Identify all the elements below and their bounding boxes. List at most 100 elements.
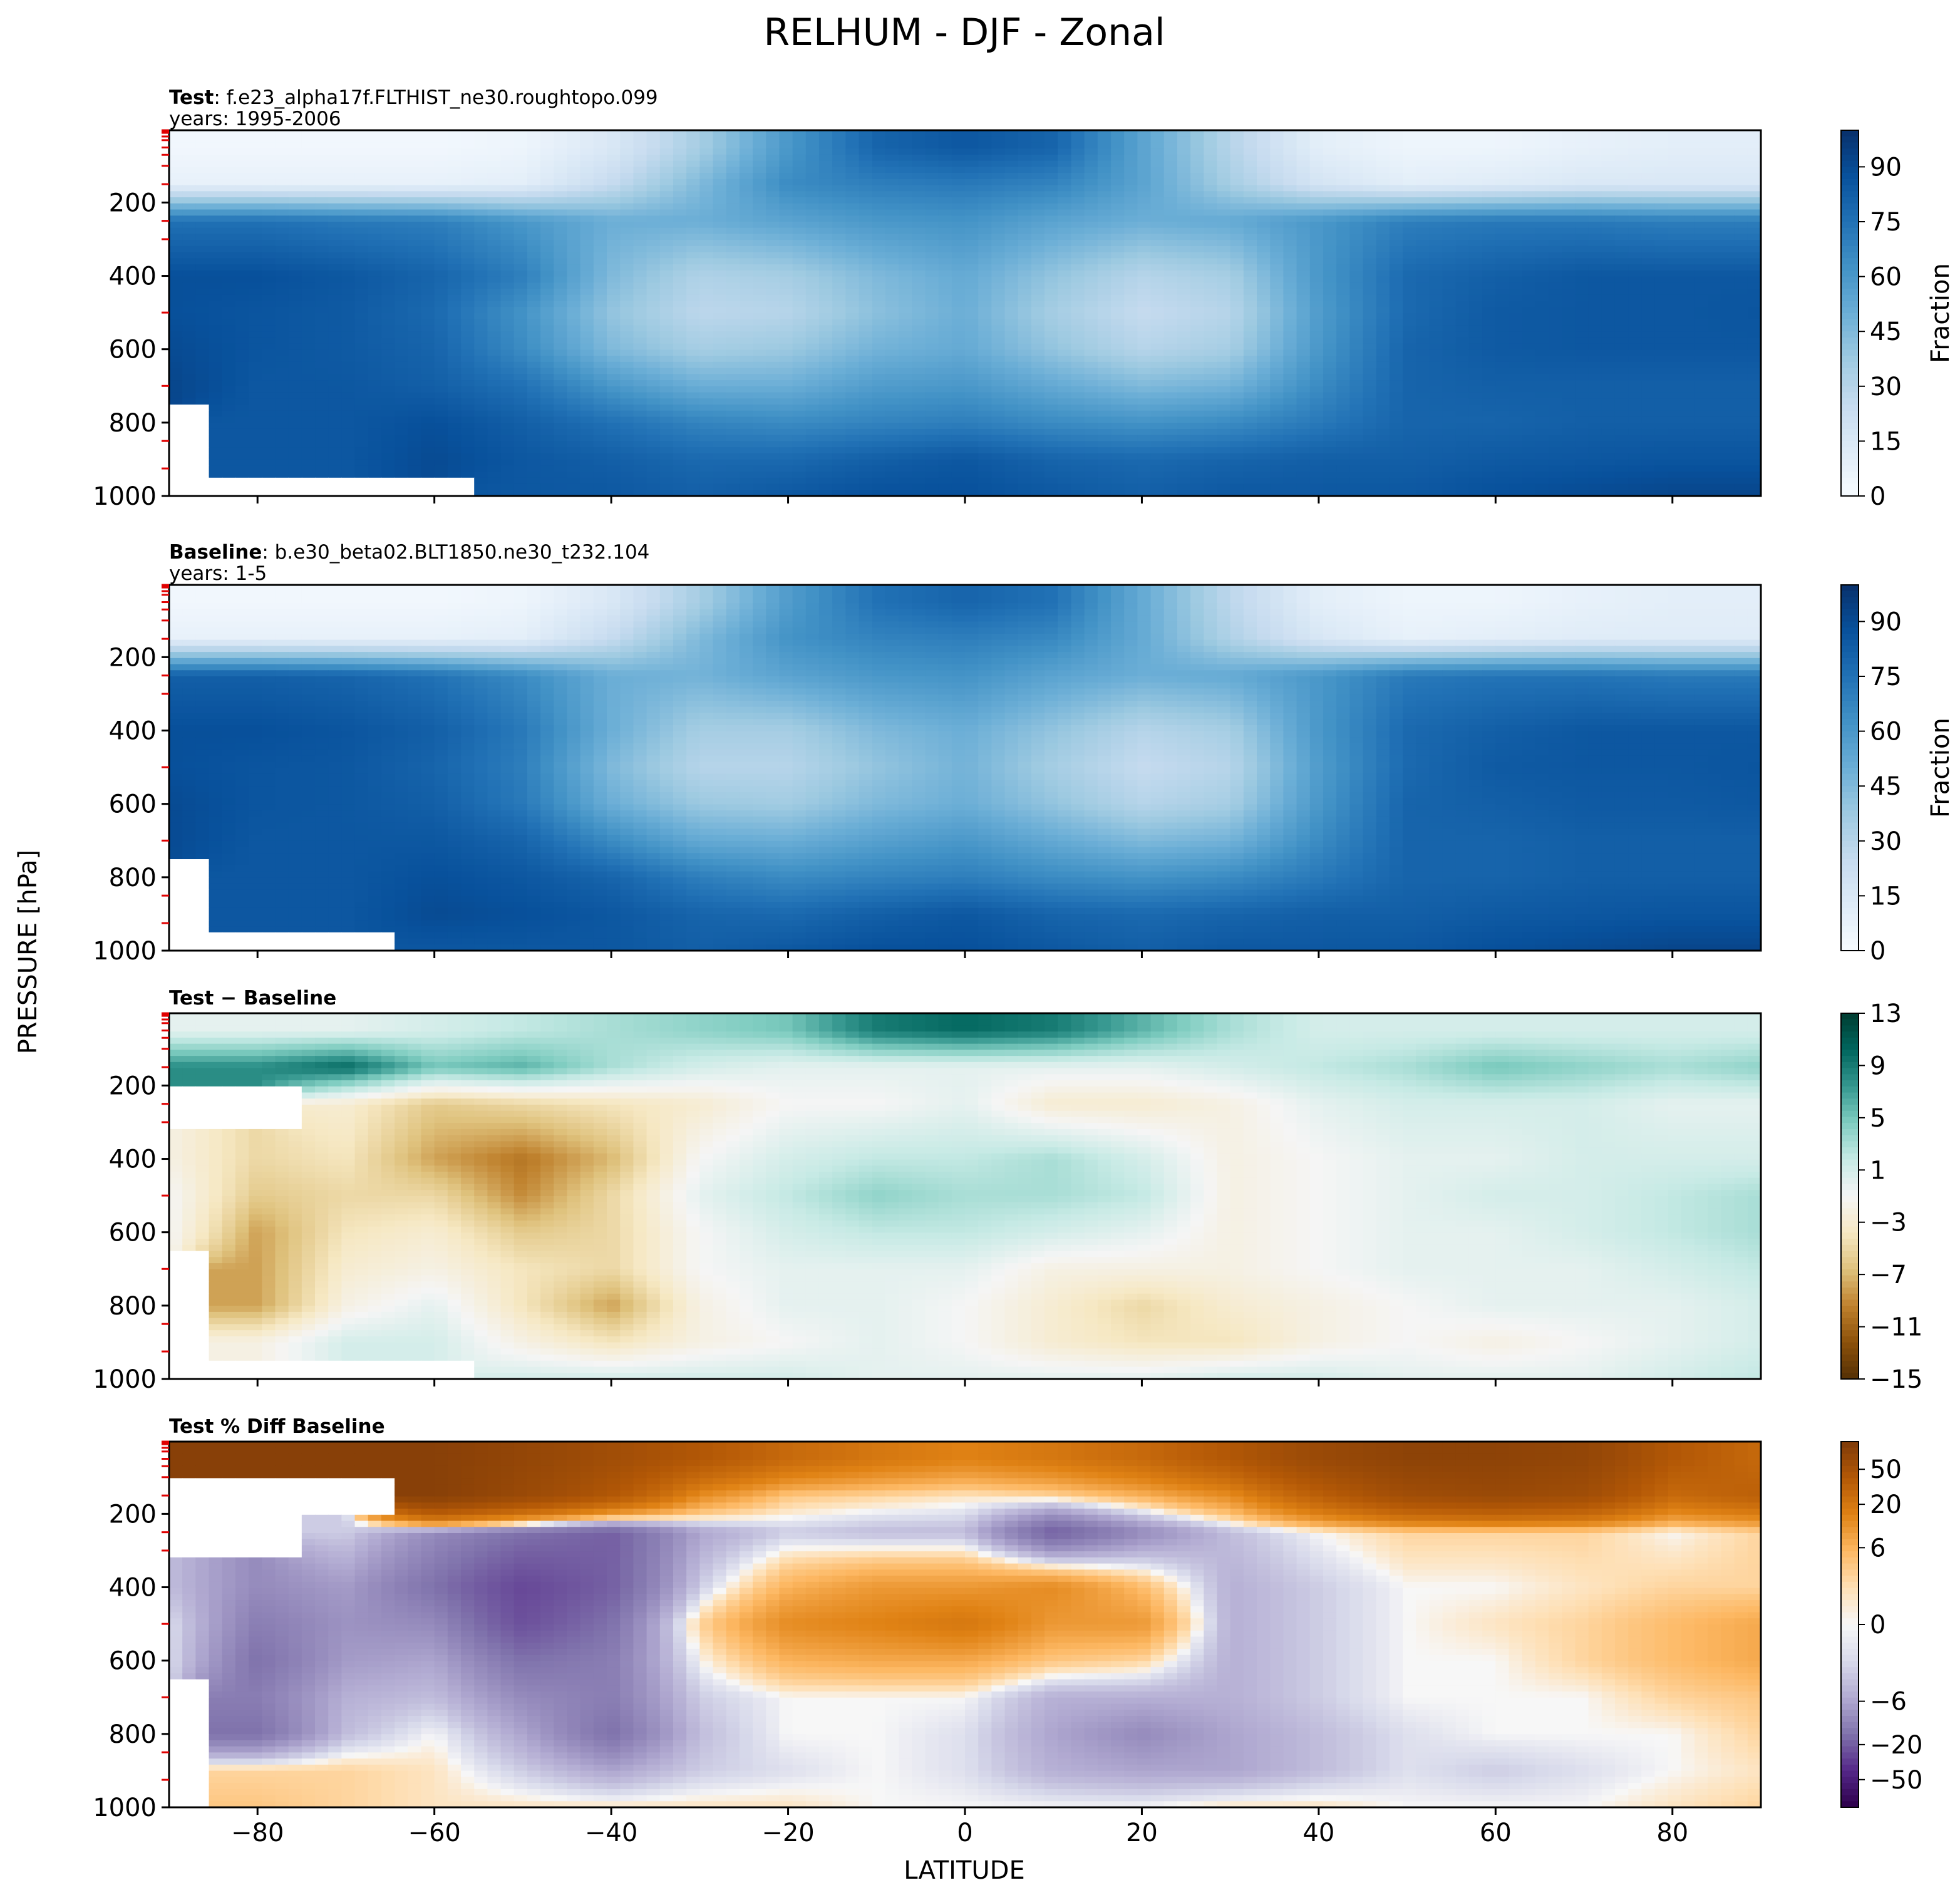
heatmap-cell (805, 209, 820, 216)
heatmap-cell (169, 349, 183, 356)
heatmap-cell (1549, 160, 1562, 167)
heatmap-cell (805, 270, 820, 277)
heatmap-cell (1163, 361, 1178, 369)
heatmap-cell (1416, 245, 1430, 253)
heatmap-cell (1468, 148, 1483, 155)
heatmap-cell (1721, 185, 1735, 192)
heatmap-cell (899, 258, 912, 265)
heatmap-cell (951, 136, 966, 143)
heatmap-cell (1681, 337, 1695, 344)
heatmap-cell (1429, 191, 1443, 198)
heatmap-cell (262, 148, 276, 155)
heatmap-cell (646, 178, 661, 186)
heatmap-cell (434, 356, 448, 363)
heatmap-cell (1031, 252, 1045, 259)
heatmap-cell (209, 349, 223, 356)
heatmap-cell (1455, 136, 1470, 143)
heatmap-cell (275, 191, 289, 198)
heatmap-cell (328, 227, 342, 235)
heatmap-cell (1283, 294, 1297, 302)
heatmap-cell (1588, 167, 1602, 173)
heatmap-cell (540, 148, 554, 155)
heatmap-cell (1601, 276, 1616, 283)
heatmap-cell (925, 276, 939, 283)
heatmap-cell (1708, 209, 1722, 216)
heatmap-cell (195, 203, 210, 210)
heatmap-cell (1575, 191, 1589, 198)
heatmap-cell (792, 252, 807, 259)
heatmap-cell (1681, 258, 1695, 265)
heatmap-cell (978, 148, 992, 155)
heatmap-cell (1204, 215, 1218, 222)
heatmap-cell (315, 185, 329, 192)
heatmap-cell (1296, 276, 1311, 283)
heatmap-cell (1150, 325, 1165, 332)
heatmap-cell (1336, 289, 1350, 296)
heatmap-cell (1376, 361, 1390, 369)
heatmap-cell (832, 222, 846, 229)
heatmap-cell (1468, 245, 1483, 253)
heatmap-cell (792, 380, 807, 387)
heatmap-cell (447, 337, 462, 344)
heatmap-cell (1270, 331, 1284, 338)
heatmap-cell (1309, 215, 1324, 222)
heatmap-cell (739, 276, 753, 283)
heatmap-cell (1217, 148, 1231, 155)
heatmap-cell (925, 289, 939, 296)
heatmap-cell (818, 173, 833, 180)
heatmap-cell (328, 319, 342, 326)
heatmap-cell (540, 374, 554, 381)
heatmap-cell (753, 167, 766, 173)
heatmap-cell (1283, 270, 1297, 277)
heatmap-cell (461, 276, 475, 283)
heatmap-cell (1309, 331, 1324, 338)
heatmap-cell (1137, 325, 1152, 332)
heatmap-cell (805, 264, 820, 271)
heatmap-cell (1601, 264, 1616, 271)
heatmap-cell (527, 301, 541, 307)
heatmap-cell (1588, 234, 1602, 240)
heatmap-cell (633, 319, 647, 326)
heatmap-cell (1177, 178, 1191, 186)
heatmap-cell (659, 294, 674, 302)
heatmap-cell (1628, 361, 1642, 369)
heatmap-cell (1588, 313, 1602, 320)
heatmap-cell (567, 245, 581, 253)
heatmap-cell (1641, 160, 1656, 167)
heatmap-cell (965, 313, 979, 320)
heatmap-cell (859, 356, 873, 363)
heatmap-cell (991, 343, 1006, 350)
heatmap-cell (832, 356, 846, 363)
heatmap-cell (1376, 130, 1390, 137)
heatmap-cell (1243, 160, 1257, 167)
heatmap-cell (1628, 203, 1642, 210)
heatmap-cell (341, 142, 356, 149)
heatmap-cell (912, 227, 926, 235)
heatmap-cell (1747, 337, 1761, 344)
heatmap-cell (1468, 191, 1483, 198)
heatmap-cell (1455, 148, 1470, 155)
heatmap-cell (421, 276, 435, 283)
heatmap-cell (673, 160, 687, 167)
heatmap-cell (1654, 142, 1669, 149)
heatmap-cell (1601, 294, 1616, 302)
heatmap-cell (1270, 160, 1284, 167)
heatmap-cell (540, 227, 554, 235)
heatmap-cell (673, 240, 687, 247)
heatmap-cell (1522, 319, 1536, 326)
heatmap-cell (487, 374, 502, 381)
heatmap-cell (554, 301, 568, 307)
heatmap-cell (753, 270, 766, 277)
heatmap-cell (1641, 361, 1656, 369)
heatmap-cell (951, 245, 966, 253)
heatmap-cell (1376, 374, 1390, 381)
heatmap-cell (474, 245, 488, 253)
heatmap-cell (792, 209, 807, 216)
heatmap-cell (1150, 222, 1165, 229)
heatmap-cell (1018, 270, 1032, 277)
heatmap-cell (1363, 234, 1377, 240)
heatmap-cell (1150, 167, 1165, 173)
heatmap-cell (1601, 252, 1616, 259)
heatmap-cell (1323, 209, 1337, 216)
heatmap-cell (659, 313, 674, 320)
